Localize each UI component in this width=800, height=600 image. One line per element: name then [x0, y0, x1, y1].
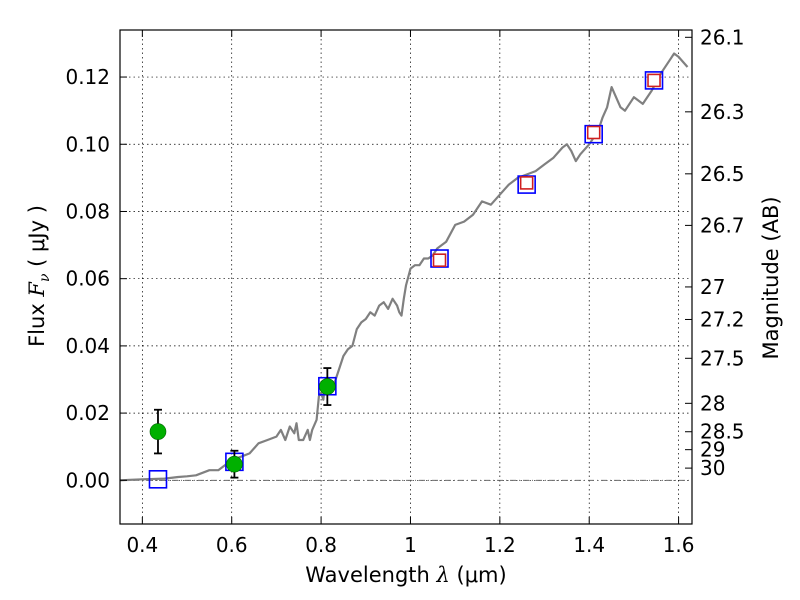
y-axis-title-symbol: F — [25, 281, 49, 298]
model-flux-square — [644, 71, 664, 90]
observed-flux-point — [319, 378, 336, 395]
mag-tick-label: 28 — [700, 391, 725, 415]
y-tick-label: 0.02 — [65, 401, 110, 425]
mag-tick-label: 26.5 — [700, 162, 745, 186]
mag-tick-label: 27 — [700, 275, 725, 299]
y-tick-label: 0.00 — [65, 468, 110, 492]
series-layer — [119, 52, 689, 489]
model-spectrum-line — [119, 52, 689, 482]
nir-flux-square — [432, 253, 447, 267]
mag-tick-label: 29 — [700, 438, 725, 462]
grid-layer — [120, 30, 692, 524]
nir-flux-square — [647, 73, 661, 88]
mag-tick-label: 27.5 — [700, 346, 745, 370]
model-flux-square — [430, 249, 449, 268]
y-axis-title-prefix: Flux — [25, 297, 49, 347]
mag-tick-label: 26.7 — [700, 213, 745, 237]
model-flux-square — [148, 470, 168, 489]
ticks-layer: 0.4 0.6 0.8 1 1.2 1.4 1.6 0.00 0.02 0.04 0.06 0.08 0… — [65, 25, 744, 557]
right-axis-title: Magnitude (AB) — [759, 196, 783, 359]
mag-tick-label: 26.3 — [700, 100, 745, 124]
mag-tick-label: 26.1 — [700, 25, 745, 49]
x-axis-title: Wavelength λ (μm) — [305, 563, 506, 587]
observed-flux-point — [226, 455, 243, 473]
x-axis-title-unit: (μm) — [450, 563, 507, 587]
x-tick-label: 0.8 — [305, 533, 337, 557]
nir-flux-square — [586, 125, 601, 140]
y-axis-title-unit: ( μJy ) — [25, 205, 49, 273]
mag-tick-label: 30 — [700, 456, 725, 480]
x-tick-label: 0.6 — [216, 533, 248, 557]
y-axis-title: Flux Fν ( μJy ) — [25, 205, 53, 347]
plot-frame — [119, 29, 693, 525]
model-flux-square — [517, 175, 536, 194]
x-tick-label: 1.6 — [663, 533, 695, 557]
mag-tick-label: 28.5 — [700, 420, 745, 444]
y-tick-label: 0.08 — [65, 199, 110, 223]
y-tick-label: 0.12 — [65, 65, 110, 89]
x-tick-label: 1.2 — [484, 533, 516, 557]
x-tick-label: 1.4 — [573, 533, 605, 557]
nir-flux-square — [519, 176, 534, 190]
y-tick-label: 0.04 — [65, 334, 110, 358]
x-tick-label: 0.4 — [126, 533, 158, 557]
model-flux-square — [584, 124, 603, 144]
mag-tick-label: 27.2 — [700, 307, 745, 331]
y-tick-label: 0.06 — [65, 267, 110, 291]
x-axis-title-prefix: Wavelength — [305, 563, 436, 587]
x-axis-title-lambda: λ — [436, 563, 450, 587]
y-axis-title-subscript: ν — [37, 273, 53, 282]
y-tick-label: 0.10 — [65, 132, 110, 156]
x-tick-label: 1 — [404, 533, 417, 557]
observed-flux-point — [149, 423, 167, 440]
